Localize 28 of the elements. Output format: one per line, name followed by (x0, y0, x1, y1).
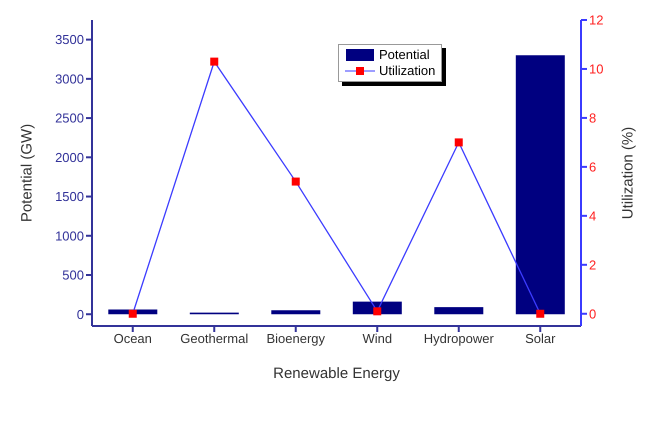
x-tick-label: Wind (362, 331, 392, 346)
y-tick-label: 3500 (55, 32, 84, 48)
y-tick-label: 0 (76, 306, 84, 322)
y2-tick-label: 2 (589, 257, 596, 272)
y2-tick-label: 10 (589, 62, 604, 77)
y-tick-label: 2000 (55, 150, 84, 165)
y-tick-label: 1500 (55, 189, 84, 204)
y-axis-title: Potential (GW) (18, 124, 36, 222)
legend-label: Potential (379, 47, 430, 63)
y2-axis-title: Utilization (%) (619, 126, 636, 220)
y2-tick-label: 12 (589, 12, 604, 28)
y-tick-label: 500 (62, 268, 84, 283)
x-tick-label: Ocean (114, 331, 152, 346)
y-tick-label: 1000 (55, 228, 84, 244)
y-tick-label: 2500 (55, 110, 84, 126)
legend-label: Utilization (379, 63, 436, 79)
bar (434, 307, 484, 314)
y2-tick-label: 4 (589, 208, 596, 224)
y2-tick-label: 6 (589, 159, 596, 174)
y-tick-label: 3000 (55, 71, 84, 86)
y2-tick-label: 0 (589, 306, 596, 322)
x-tick-label: Solar (525, 331, 556, 346)
x-tick-label: Hydropower (424, 331, 494, 346)
x-tick-label: Geothermal (180, 331, 248, 346)
bar (516, 55, 565, 314)
x-axis-title: Renewable Energy (273, 365, 400, 382)
y2-tick-label: 8 (589, 110, 596, 126)
x-tick-label: Bioenergy (266, 331, 326, 346)
